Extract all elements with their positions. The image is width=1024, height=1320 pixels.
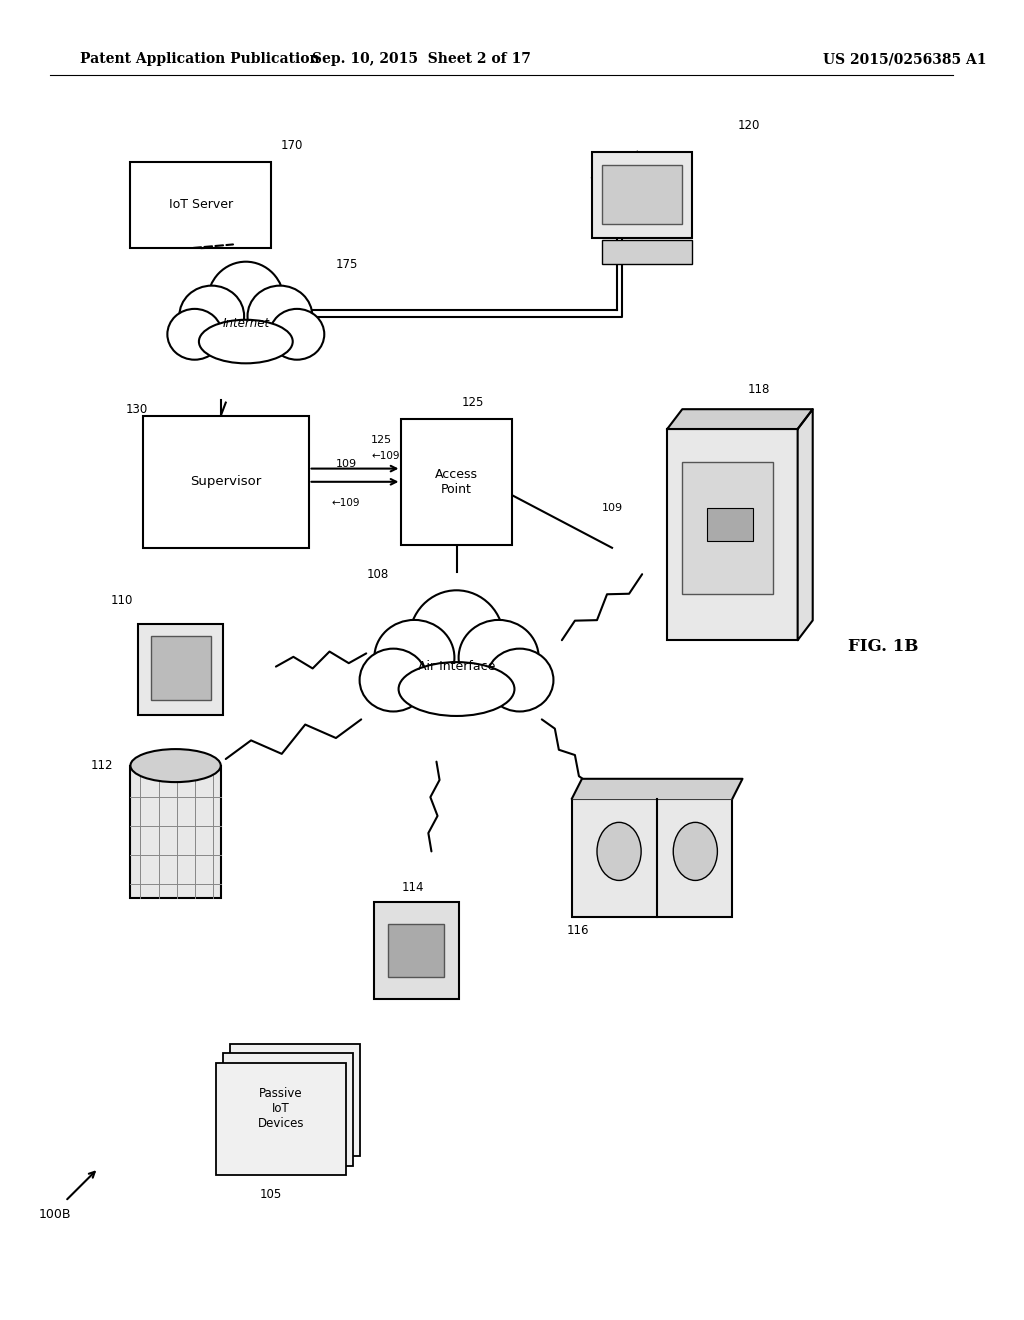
Polygon shape [572, 779, 742, 799]
Text: 118: 118 [748, 383, 770, 396]
FancyBboxPatch shape [138, 624, 223, 715]
Text: FIG. 1B: FIG. 1B [848, 639, 919, 655]
Ellipse shape [459, 620, 539, 696]
Text: 175: 175 [336, 257, 358, 271]
FancyBboxPatch shape [401, 420, 512, 544]
FancyBboxPatch shape [130, 162, 271, 248]
Text: 109: 109 [602, 503, 624, 513]
Text: ←109: ←109 [372, 450, 399, 461]
Ellipse shape [359, 648, 427, 711]
FancyBboxPatch shape [130, 766, 221, 898]
FancyBboxPatch shape [229, 1044, 360, 1156]
Text: Air Interface: Air Interface [418, 660, 496, 673]
Text: ←109: ←109 [332, 498, 360, 508]
Polygon shape [668, 409, 813, 429]
Text: Access
Point: Access Point [435, 467, 478, 496]
Ellipse shape [167, 309, 222, 359]
Text: 125: 125 [372, 434, 392, 445]
Polygon shape [798, 409, 813, 640]
Text: 109: 109 [336, 458, 356, 469]
Circle shape [673, 822, 718, 880]
Text: 108: 108 [367, 568, 388, 581]
Ellipse shape [199, 319, 293, 363]
Ellipse shape [130, 750, 221, 781]
FancyBboxPatch shape [143, 416, 308, 548]
FancyBboxPatch shape [216, 1063, 346, 1175]
Text: Internet: Internet [222, 317, 269, 330]
Text: Patent Application Publication: Patent Application Publication [80, 53, 319, 66]
Text: 105: 105 [260, 1188, 282, 1201]
Text: 114: 114 [401, 880, 424, 894]
Circle shape [597, 822, 641, 880]
Text: 125: 125 [462, 396, 484, 409]
Text: 112: 112 [90, 759, 113, 772]
Ellipse shape [248, 285, 312, 347]
Ellipse shape [486, 648, 553, 711]
Text: Supervisor: Supervisor [190, 475, 261, 488]
Text: 110: 110 [111, 594, 133, 607]
FancyBboxPatch shape [388, 924, 444, 977]
FancyBboxPatch shape [374, 902, 459, 999]
Ellipse shape [375, 620, 455, 696]
FancyBboxPatch shape [592, 152, 692, 238]
Text: 116: 116 [567, 924, 590, 937]
Ellipse shape [269, 309, 325, 359]
Text: US 2015/0256385 A1: US 2015/0256385 A1 [822, 53, 986, 66]
Text: Passive
IoT
Devices: Passive IoT Devices [258, 1088, 304, 1130]
FancyBboxPatch shape [708, 508, 753, 541]
FancyBboxPatch shape [151, 636, 211, 700]
FancyBboxPatch shape [602, 240, 692, 264]
FancyBboxPatch shape [668, 429, 798, 640]
Text: 130: 130 [125, 403, 147, 416]
Text: 170: 170 [281, 139, 303, 152]
Text: 120: 120 [737, 119, 760, 132]
FancyBboxPatch shape [682, 462, 772, 594]
FancyBboxPatch shape [572, 799, 732, 917]
FancyBboxPatch shape [223, 1053, 353, 1166]
Ellipse shape [398, 663, 514, 715]
Ellipse shape [208, 261, 285, 342]
Ellipse shape [179, 285, 244, 347]
FancyBboxPatch shape [602, 165, 682, 224]
Ellipse shape [410, 590, 504, 689]
Text: 100B: 100B [39, 1208, 72, 1221]
Text: Sep. 10, 2015  Sheet 2 of 17: Sep. 10, 2015 Sheet 2 of 17 [312, 53, 530, 66]
Text: IoT Server: IoT Server [169, 198, 232, 211]
